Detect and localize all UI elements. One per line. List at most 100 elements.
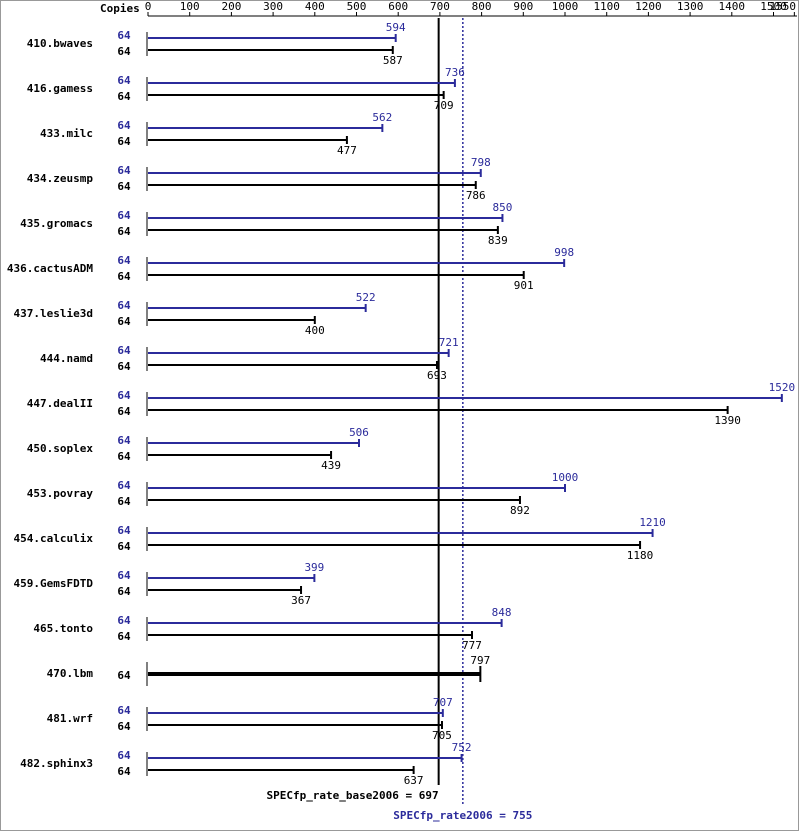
x-tick-label: 700: [430, 0, 450, 13]
copies-label: 64: [117, 479, 131, 492]
benchmark-label: 459.GemsFDTD: [14, 577, 94, 590]
x-tick-label: 1100: [593, 0, 620, 13]
copies-label: 64: [117, 434, 131, 447]
peak-value-label: 752: [452, 741, 472, 754]
copies-label: 64: [117, 135, 131, 148]
benchmark-label: 436.cactusADM: [7, 262, 93, 275]
base-value-label: 1390: [714, 414, 741, 427]
copies-label: 64: [117, 119, 131, 132]
x-tick-label: 1400: [719, 0, 746, 13]
copies-label: 64: [117, 704, 131, 717]
base-value-label: 587: [383, 54, 403, 67]
benchmark-label: 453.povray: [27, 487, 94, 500]
copies-label: 64: [117, 164, 131, 177]
peak-value-label: 850: [493, 201, 513, 214]
base-value-label: 637: [404, 774, 424, 787]
benchmark-label: 435.gromacs: [20, 217, 93, 230]
reference-label: SPECfp_rate2006 = 755: [393, 809, 532, 822]
base-value-label: 367: [291, 594, 311, 607]
x-tick-label: 0: [145, 0, 152, 13]
copies-label: 64: [117, 389, 131, 402]
reference-label: SPECfp_rate_base2006 = 697: [266, 789, 438, 802]
copies-label: 64: [117, 524, 131, 537]
copies-label: 64: [117, 225, 131, 238]
copies-label: 64: [117, 299, 131, 312]
peak-value-label: 998: [554, 246, 574, 259]
peak-value-label: 399: [304, 561, 324, 574]
peak-value-label: 848: [492, 606, 512, 619]
peak-value-label: 1000: [552, 471, 579, 484]
benchmark-label: 444.namd: [40, 352, 93, 365]
copies-label: 64: [117, 180, 131, 193]
base-value-label: 705: [432, 729, 452, 742]
x-tick-label: 1550: [770, 0, 797, 13]
peak-value-label: 798: [471, 156, 491, 169]
copies-label: 64: [117, 765, 131, 778]
base-value-label: 400: [305, 324, 325, 337]
x-tick-label: 200: [221, 0, 241, 13]
benchmark-label: 465.tonto: [33, 622, 93, 635]
copies-label: 64: [117, 720, 131, 733]
copies-label: 64: [117, 315, 131, 328]
peak-value-label: 1520: [769, 381, 796, 394]
benchmark-label: 454.calculix: [14, 532, 94, 545]
base-value-label: 439: [321, 459, 341, 472]
peak-value-label: 594: [386, 21, 406, 34]
benchmark-label: 482.sphinx3: [20, 757, 93, 770]
peak-value-label: 721: [439, 336, 459, 349]
base-value-label: 477: [337, 144, 357, 157]
copies-label: 64: [117, 540, 131, 553]
base-value-label: 1180: [627, 549, 654, 562]
x-tick-label: 1000: [552, 0, 579, 13]
peak-value-label: 736: [445, 66, 465, 79]
benchmark-label: 481.wrf: [47, 712, 93, 725]
base-value-label: 709: [434, 99, 454, 112]
copies-label: 64: [117, 90, 131, 103]
peak-value-label: 707: [433, 696, 453, 709]
base-value-label: 786: [466, 189, 486, 202]
peak-value-label: 506: [349, 426, 369, 439]
copies-label: 64: [117, 29, 131, 42]
benchmark-label: 434.zeusmp: [27, 172, 94, 185]
x-tick-label: 1300: [677, 0, 704, 13]
copies-label: 64: [117, 569, 131, 582]
base-value-label: 892: [510, 504, 530, 517]
base-value-label: 901: [514, 279, 534, 292]
base-value-label: 777: [462, 639, 482, 652]
benchmark-label: 450.soplex: [27, 442, 94, 455]
x-tick-label: 500: [347, 0, 367, 13]
copies-label: 64: [117, 669, 131, 682]
copies-label: 64: [117, 45, 131, 58]
x-tick-label: 1200: [635, 0, 662, 13]
copies-label: 64: [117, 630, 131, 643]
benchmark-label: 433.milc: [40, 127, 93, 140]
benchmark-label: 447.dealII: [27, 397, 93, 410]
copies-label: 64: [117, 450, 131, 463]
copies-label: 64: [117, 614, 131, 627]
x-tick-label: 800: [472, 0, 492, 13]
x-tick-label: 400: [305, 0, 325, 13]
benchmark-label: 437.leslie3d: [14, 307, 93, 320]
copies-header: Copies: [100, 2, 140, 15]
base-value-label: 839: [488, 234, 508, 247]
copies-label: 64: [117, 749, 131, 762]
base-value-label: 693: [427, 369, 447, 382]
peak-value-label: 522: [356, 291, 376, 304]
copies-label: 64: [117, 495, 131, 508]
copies-label: 64: [117, 254, 131, 267]
peak-value-label: 1210: [639, 516, 666, 529]
benchmark-label: 416.gamess: [27, 82, 93, 95]
base-value-label: 797: [470, 654, 490, 667]
copies-label: 64: [117, 344, 131, 357]
x-tick-label: 600: [388, 0, 408, 13]
copies-label: 64: [117, 270, 131, 283]
x-tick-label: 300: [263, 0, 283, 13]
copies-label: 64: [117, 585, 131, 598]
copies-label: 64: [117, 405, 131, 418]
x-tick-label: 900: [513, 0, 533, 13]
copies-label: 64: [117, 360, 131, 373]
x-tick-label: 1500: [760, 0, 787, 13]
copies-label: 64: [117, 209, 131, 222]
